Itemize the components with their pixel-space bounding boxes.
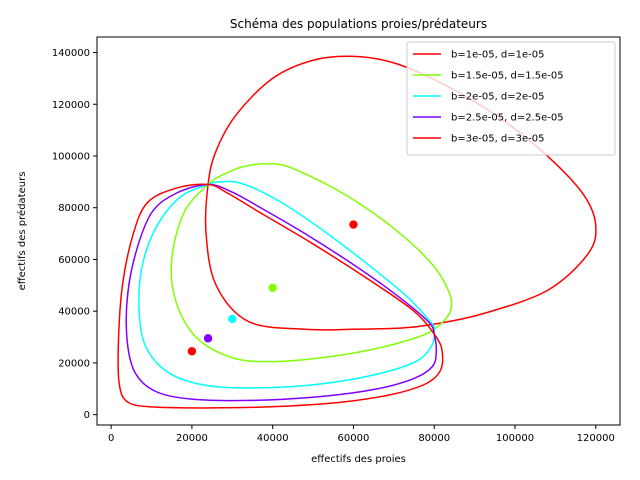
series-curves bbox=[117, 55, 597, 409]
y-tick-label: 80000 bbox=[58, 203, 90, 214]
equilibrium-points bbox=[187, 220, 358, 356]
legend-label-3: b=2e-05, d=2e-05 bbox=[451, 92, 545, 103]
y-tick-label: 140000 bbox=[52, 48, 90, 59]
series-line-1 bbox=[204, 55, 597, 331]
plot-frame bbox=[96, 36, 621, 426]
legend-label-1: b=1e-05, d=1e-05 bbox=[451, 50, 545, 61]
chart-title: Schéma des populations proies/prédateurs bbox=[230, 17, 487, 31]
y-tick-label: 0 bbox=[84, 410, 90, 421]
y-tick-label: 40000 bbox=[58, 307, 90, 318]
x-tick-label: 120000 bbox=[577, 433, 615, 444]
equilibrium-point-4 bbox=[203, 334, 213, 343]
legend-label-5: b=3e-05, d=3e-05 bbox=[451, 134, 545, 145]
y-tick-label: 20000 bbox=[58, 358, 90, 369]
legend-label-2: b=1.5e-05, d=1.5e-05 bbox=[451, 71, 564, 82]
series-line-4 bbox=[125, 183, 438, 402]
equilibrium-point-5 bbox=[187, 347, 197, 356]
series-line-3 bbox=[138, 180, 436, 389]
y-tick-label: 100000 bbox=[52, 151, 90, 162]
x-tick-label: 0 bbox=[108, 433, 114, 444]
legend: b=1e-05, d=1e-05 b=1.5e-05, d=1.5e-05 b=2e… bbox=[406, 41, 616, 156]
x-tick-label: 80000 bbox=[418, 433, 450, 444]
x-tick-label: 20000 bbox=[176, 433, 208, 444]
y-tick-label: 60000 bbox=[58, 255, 90, 266]
x-tick-label: 100000 bbox=[496, 433, 534, 444]
y-tick-label: 120000 bbox=[52, 100, 90, 111]
legend-label-4: b=2.5e-05, d=2.5e-05 bbox=[451, 113, 564, 124]
x-axis-ticks: 0 20000 40000 60000 80000 100000 120000 bbox=[108, 425, 615, 444]
equilibrium-point-2 bbox=[268, 283, 277, 293]
series-line-5 bbox=[117, 183, 444, 409]
equilibrium-point-3 bbox=[228, 314, 237, 324]
legend-box bbox=[406, 41, 616, 156]
series-line-2 bbox=[170, 162, 453, 363]
x-tick-label: 60000 bbox=[338, 433, 370, 444]
y-axis-label: effectifs des prédateurs bbox=[16, 172, 28, 291]
x-tick-label: 40000 bbox=[257, 433, 289, 444]
equilibrium-point-1 bbox=[349, 220, 358, 229]
y-axis-ticks: 0 20000 40000 60000 80000 100000 120000 140000 bbox=[52, 48, 97, 421]
x-axis-label: effectifs des proies bbox=[311, 454, 406, 465]
